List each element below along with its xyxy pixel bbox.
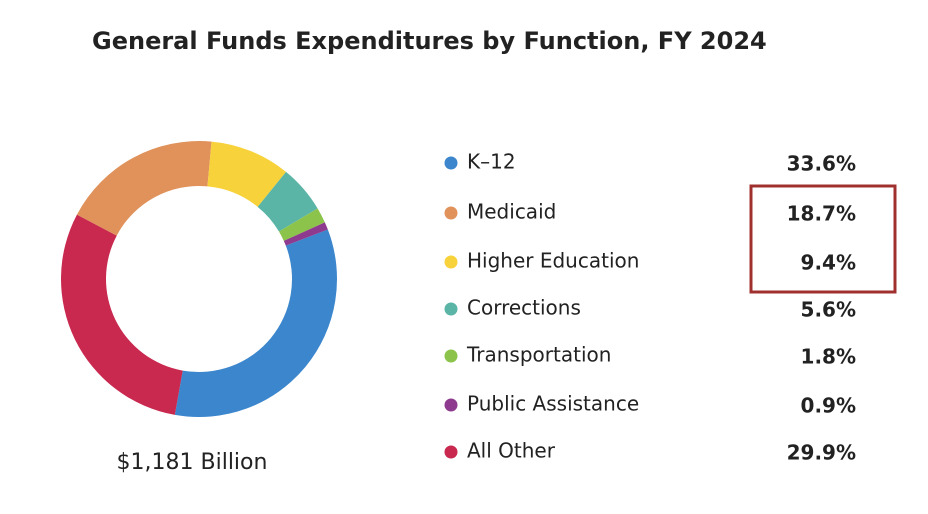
highlight-box	[749, 184, 897, 294]
legend-swatch	[444, 349, 458, 363]
donut-slice	[278, 208, 325, 241]
value-label: 5.6%	[801, 298, 856, 322]
legend-label: Corrections	[467, 296, 581, 320]
legend-label: Higher Education	[467, 249, 639, 273]
donut-slice	[257, 171, 318, 232]
legend-label: Public Assistance	[467, 392, 639, 416]
value-label: 9.4%	[801, 251, 856, 275]
value-label: 18.7%	[787, 202, 856, 226]
legend-swatch	[444, 398, 458, 412]
donut-slice	[207, 141, 287, 207]
legend-label: All Other	[467, 439, 556, 463]
legend-swatch	[444, 302, 458, 316]
legend-label: Transportation	[466, 343, 611, 367]
donut-slice	[174, 229, 338, 418]
total-label: $1,181 Billion	[117, 450, 268, 475]
donut-slice	[283, 222, 328, 246]
legend-swatch	[444, 156, 458, 170]
value-label: 33.6%	[787, 152, 856, 176]
legend-label: Medicaid	[467, 200, 556, 224]
chart-title: General Funds Expenditures by Function, …	[92, 27, 767, 55]
value-label: 1.8%	[801, 345, 856, 369]
legend-label: K–12	[467, 150, 516, 174]
legend-swatch	[444, 445, 458, 459]
donut-slice	[76, 141, 212, 236]
value-label: 29.9%	[787, 441, 856, 465]
legend-swatch	[444, 255, 458, 269]
value-label: 0.9%	[801, 394, 856, 418]
donut-slice	[61, 214, 183, 415]
legend-swatch	[444, 206, 458, 220]
